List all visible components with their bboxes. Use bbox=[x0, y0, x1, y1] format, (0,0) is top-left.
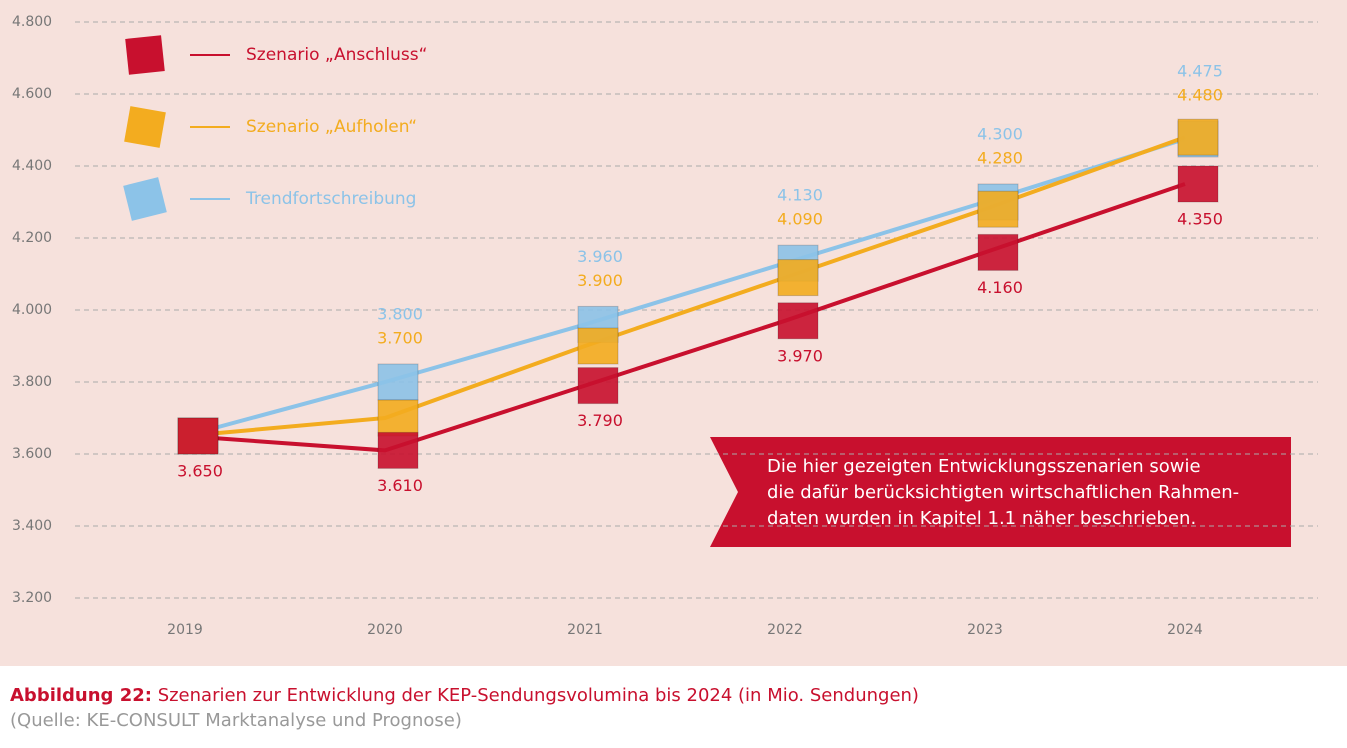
data-label: 4.090 bbox=[777, 210, 823, 229]
y-tick-label: 4.800 bbox=[12, 14, 52, 30]
legend-label: Szenario „Aufholen“ bbox=[246, 117, 417, 137]
callout-text: Die hier gezeigten Entwicklungsszenarien… bbox=[767, 456, 1201, 477]
data-label: 4.350 bbox=[1177, 210, 1223, 229]
cube-marker bbox=[377, 431, 419, 469]
callout-text: die dafür berücksichtigten wirtschaftlic… bbox=[767, 482, 1239, 503]
x-tick-label: 2022 bbox=[767, 622, 803, 638]
legend-icon bbox=[125, 35, 165, 75]
y-tick-label: 3.400 bbox=[12, 518, 52, 534]
caption-label: Abbildung 22: bbox=[10, 685, 152, 706]
series-line bbox=[184, 182, 1186, 453]
caption: Abbildung 22: Szenarien zur Entwicklung … bbox=[10, 685, 919, 706]
legend-label: Szenario „Anschluss“ bbox=[246, 45, 427, 65]
legend-icon bbox=[123, 177, 167, 221]
data-label: 3.900 bbox=[577, 271, 623, 290]
caption-source: (Quelle: KE-CONSULT Marktanalyse und Pro… bbox=[10, 710, 462, 731]
callout-text: daten wurden in Kapitel 1.1 näher beschr… bbox=[767, 508, 1196, 529]
y-tick-label: 4.600 bbox=[12, 86, 52, 102]
y-tick-label: 3.600 bbox=[12, 446, 52, 462]
callout-box bbox=[710, 437, 1291, 547]
cube-marker bbox=[977, 233, 1019, 271]
series-line bbox=[184, 135, 1186, 438]
cube-marker bbox=[1177, 118, 1219, 156]
data-label: 3.650 bbox=[177, 462, 223, 481]
cube-marker bbox=[577, 367, 619, 405]
plot-background bbox=[0, 0, 1347, 666]
cube-marker bbox=[377, 363, 419, 401]
data-label: 3.800 bbox=[377, 305, 423, 324]
x-tick-label: 2024 bbox=[1167, 622, 1203, 638]
series-line bbox=[184, 137, 1186, 438]
legend-label: Trendfortschreibung bbox=[245, 189, 416, 209]
data-label: 3.610 bbox=[377, 476, 423, 495]
cube-marker bbox=[777, 259, 819, 297]
cube-marker bbox=[1177, 165, 1219, 203]
cube-marker bbox=[977, 190, 1019, 228]
cube-marker bbox=[777, 302, 819, 340]
x-tick-label: 2023 bbox=[967, 622, 1003, 638]
data-label: 3.960 bbox=[577, 247, 623, 266]
y-tick-label: 3.200 bbox=[12, 590, 52, 606]
data-label: 4.475 bbox=[1177, 62, 1223, 81]
data-label: 3.970 bbox=[777, 346, 823, 365]
y-tick-label: 4.200 bbox=[12, 230, 52, 246]
data-label: 4.480 bbox=[1177, 86, 1223, 105]
y-tick-label: 3.800 bbox=[12, 374, 52, 390]
caption-title: Szenarien zur Entwicklung der KEP-Sendun… bbox=[158, 685, 919, 706]
legend-icon bbox=[124, 106, 166, 148]
data-label: 4.130 bbox=[777, 186, 823, 205]
data-label: 3.790 bbox=[577, 411, 623, 430]
y-tick-label: 4.000 bbox=[12, 302, 52, 318]
x-tick-label: 2021 bbox=[567, 622, 603, 638]
cube-marker bbox=[377, 399, 419, 437]
x-tick-label: 2020 bbox=[367, 622, 403, 638]
x-tick-label: 2019 bbox=[167, 622, 203, 638]
data-label: 4.280 bbox=[977, 149, 1023, 168]
data-label: 3.700 bbox=[377, 329, 423, 348]
y-tick-label: 4.400 bbox=[12, 158, 52, 174]
cube-marker bbox=[177, 417, 219, 455]
data-label: 4.160 bbox=[977, 278, 1023, 297]
cube-marker bbox=[577, 327, 619, 365]
data-label: 4.300 bbox=[977, 125, 1023, 144]
